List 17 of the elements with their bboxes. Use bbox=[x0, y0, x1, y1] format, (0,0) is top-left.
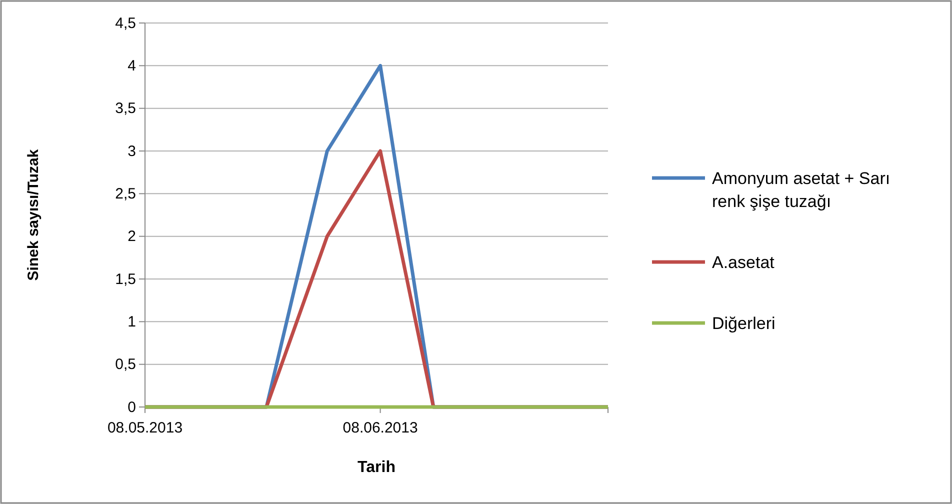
y-tick-label: 4,5 bbox=[115, 14, 136, 32]
y-axis-title: Sinek sayısı/Tuzak bbox=[25, 148, 42, 281]
y-tick-label: 3 bbox=[128, 142, 136, 160]
legend-label: A.asetat bbox=[712, 253, 775, 272]
y-tick-label: 0,5 bbox=[115, 356, 136, 374]
legend-label: Diğerleri bbox=[712, 314, 776, 333]
y-tick-label: 3,5 bbox=[115, 100, 136, 118]
y-tick-label: 2,5 bbox=[115, 185, 136, 202]
x-tick-label: 08.06.2013 bbox=[342, 420, 418, 436]
legend-label: Amonyum asetat + Sarı renk şişe tuzağı bbox=[712, 169, 890, 211]
y-tick-label: 1 bbox=[128, 313, 136, 330]
x-axis-title: Tarih bbox=[358, 459, 396, 476]
y-tick-label: 1,5 bbox=[115, 270, 136, 288]
y-tick-label: 4 bbox=[128, 57, 136, 74]
x-tick-label: 08.05.2013 bbox=[107, 420, 183, 436]
y-tick-label: 0 bbox=[128, 398, 136, 416]
y-tick-label: 2 bbox=[128, 228, 136, 246]
